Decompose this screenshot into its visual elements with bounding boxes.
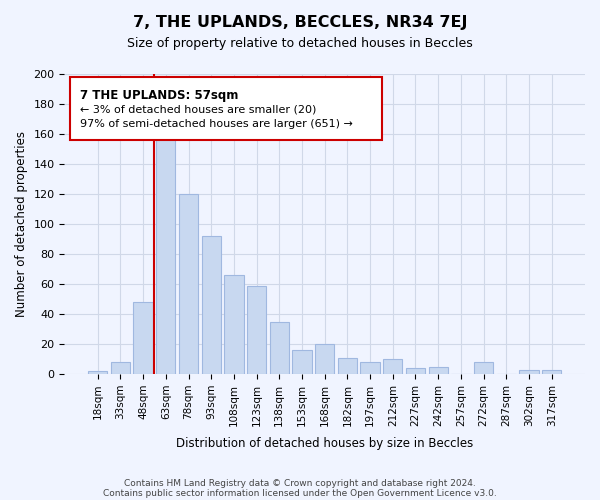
Bar [361,362,380,374]
Bar [156,124,175,374]
Bar [202,236,221,374]
Bar [88,371,107,374]
Text: ← 3% of detached houses are smaller (20): ← 3% of detached houses are smaller (20) [80,104,316,114]
Bar [111,362,130,374]
FancyBboxPatch shape [70,77,382,140]
Text: Contains HM Land Registry data © Crown copyright and database right 2024.: Contains HM Land Registry data © Crown c… [124,478,476,488]
Bar [338,358,357,374]
Bar [315,344,334,374]
Bar [520,370,539,374]
X-axis label: Distribution of detached houses by size in Beccles: Distribution of detached houses by size … [176,437,473,450]
Bar [542,370,562,374]
Text: Contains public sector information licensed under the Open Government Licence v3: Contains public sector information licen… [103,488,497,498]
Bar [428,366,448,374]
Bar [269,322,289,374]
Text: Size of property relative to detached houses in Beccles: Size of property relative to detached ho… [127,38,473,51]
Bar [292,350,311,374]
Bar [179,194,198,374]
Bar [133,302,153,374]
Bar [224,275,244,374]
Y-axis label: Number of detached properties: Number of detached properties [15,131,28,317]
Text: 7, THE UPLANDS, BECCLES, NR34 7EJ: 7, THE UPLANDS, BECCLES, NR34 7EJ [133,15,467,30]
Bar [474,362,493,374]
Bar [383,359,403,374]
Text: 97% of semi-detached houses are larger (651) →: 97% of semi-detached houses are larger (… [80,119,353,129]
Text: 7 THE UPLANDS: 57sqm: 7 THE UPLANDS: 57sqm [80,89,238,102]
Bar [406,368,425,374]
Bar [247,286,266,374]
